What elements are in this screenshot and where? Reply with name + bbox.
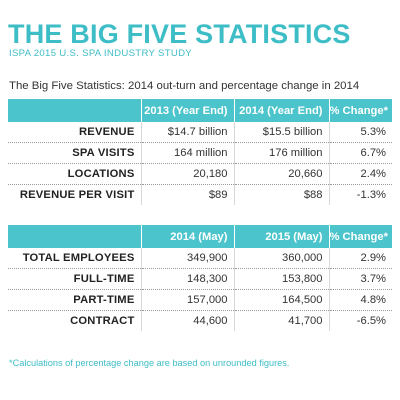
table-cell: 153,800 (234, 268, 330, 290)
table-header-row: 2014 (May) 2015 (May) % Change* (8, 225, 392, 248)
table-cell: 5.3% (329, 122, 392, 143)
row-label: LOCATIONS (8, 163, 142, 185)
footnote: *Calculations of percentage change are b… (9, 358, 290, 368)
table-row: TOTAL EMPLOYEES 349,900 360,000 2.9% (8, 248, 392, 269)
page-subtitle: ISPA 2015 U.S. SPA INDUSTRY STUDY (9, 48, 193, 59)
page-title: THE BIG FIVE STATISTICS (8, 19, 351, 49)
table-cell: $89 (141, 184, 235, 205)
column-header: 2015 (May) (234, 225, 330, 248)
row-label: PART-TIME (8, 289, 142, 311)
column-header (8, 99, 142, 122)
table-cell: 20,180 (141, 163, 235, 185)
table-cell: 148,300 (141, 268, 235, 290)
table-row: SPA VISITS 164 million 176 million 6.7% (8, 142, 392, 164)
table-cell: 176 million (234, 142, 330, 164)
column-header: 2014 (May) (141, 225, 235, 248)
column-header: 2013 (Year End) (141, 99, 235, 122)
employees-table: 2014 (May) 2015 (May) % Change* TOTAL EM… (8, 225, 392, 331)
table-cell: 349,900 (141, 248, 235, 269)
column-header (8, 225, 142, 248)
row-label: REVENUE (8, 122, 142, 143)
table-caption: The Big Five Statistics: 2014 out-turn a… (9, 80, 360, 92)
table-cell: 360,000 (234, 248, 330, 269)
column-header: % Change* (329, 225, 392, 248)
row-label: FULL-TIME (8, 268, 142, 290)
table-row: REVENUE PER VISIT $89 $88 -1.3% (8, 184, 392, 205)
table-cell: 3.7% (329, 268, 392, 290)
table-cell: $88 (234, 184, 330, 205)
row-label: REVENUE PER VISIT (8, 184, 142, 205)
table-cell: 20,660 (234, 163, 330, 185)
table-cell: 41,700 (234, 310, 330, 331)
table-cell: 2.4% (329, 163, 392, 185)
table-cell: 6.7% (329, 142, 392, 164)
table-row: FULL-TIME 148,300 153,800 3.7% (8, 268, 392, 290)
table-cell: 44,600 (141, 310, 235, 331)
table-cell: 4.8% (329, 289, 392, 311)
table-cell: 164,500 (234, 289, 330, 311)
table-row: LOCATIONS 20,180 20,660 2.4% (8, 163, 392, 185)
row-label: CONTRACT (8, 310, 142, 331)
table-row: REVENUE $14.7 billion $15.5 billion 5.3% (8, 122, 392, 143)
table-cell: 157,000 (141, 289, 235, 311)
table-cell: 2.9% (329, 248, 392, 269)
table-cell: $14.7 billion (141, 122, 235, 143)
table-cell: $15.5 billion (234, 122, 330, 143)
table-cell: -1.3% (356, 189, 386, 201)
big-five-table: 2013 (Year End) 2014 (Year End) % Change… (8, 99, 392, 205)
table-row: CONTRACT 44,600 41,700 -6.5% (8, 310, 392, 331)
table-row: PART-TIME 157,000 164,500 4.8% (8, 289, 392, 311)
table-cell: -6.5% (356, 315, 386, 327)
column-header: % Change* (329, 99, 392, 122)
column-header: 2014 (Year End) (234, 99, 330, 122)
table-header-row: 2013 (Year End) 2014 (Year End) % Change… (8, 99, 392, 122)
table-cell: 164 million (141, 142, 235, 164)
row-label: SPA VISITS (8, 142, 142, 164)
row-label: TOTAL EMPLOYEES (8, 248, 142, 269)
